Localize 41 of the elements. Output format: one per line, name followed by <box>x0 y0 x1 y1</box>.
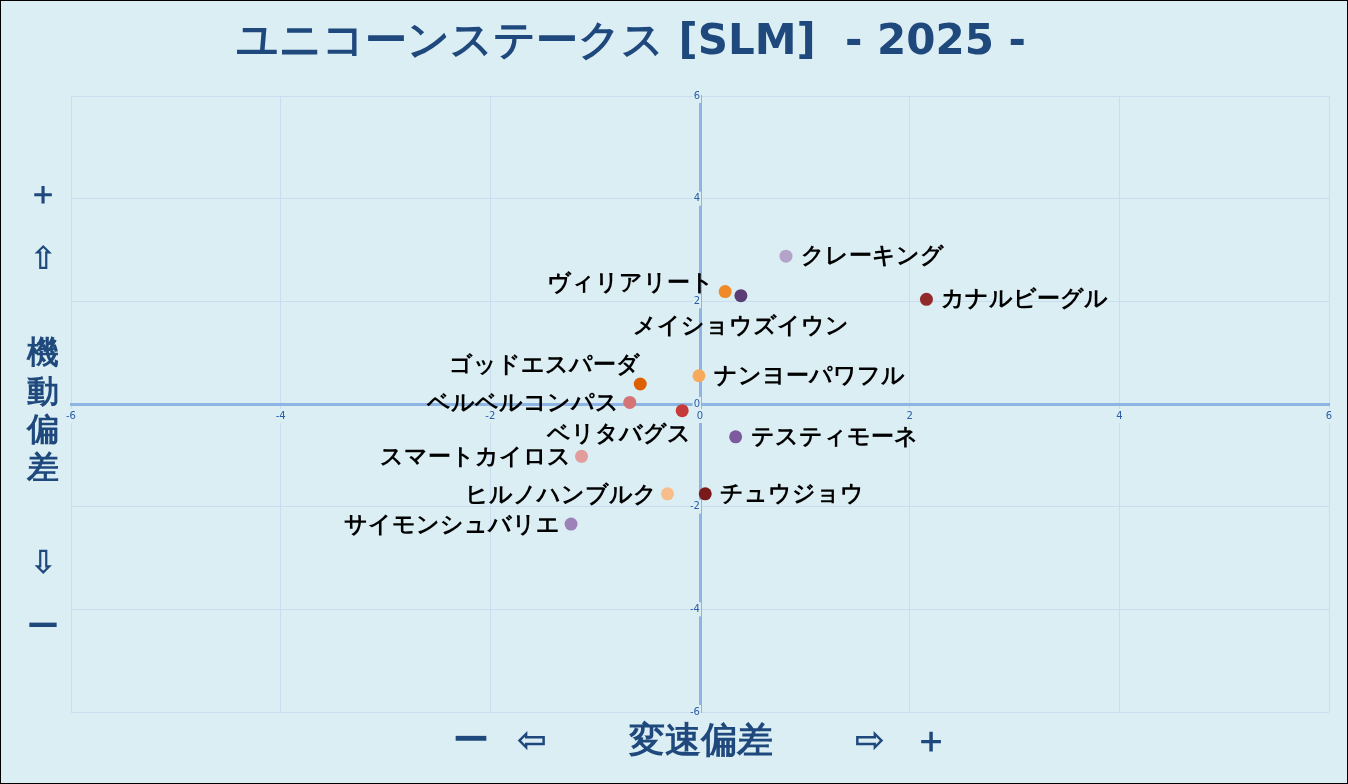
point <box>698 487 712 501</box>
point <box>564 517 578 531</box>
series-label: スマートカイロス <box>379 443 571 470</box>
text: ー ⇦ 変速偏差 ⇨ ＋ <box>452 719 950 760</box>
y-tick-label: 0 <box>693 397 700 409</box>
text: ＋ ⇧ 機動偏差 ⇩ ー <box>27 174 59 646</box>
y-tick-label: -4 <box>690 602 700 614</box>
y-tick-label: 2 <box>693 294 700 306</box>
x-tick-label: 2 <box>906 409 913 421</box>
y-tick-label: 6 <box>693 89 700 101</box>
series-label: サイモンシュバリエ <box>344 511 561 538</box>
x-tick-label: 4 <box>1116 409 1123 421</box>
point <box>734 289 748 303</box>
series-label: テスティモーネ <box>750 422 918 449</box>
series-label: メイショウズイウン <box>632 311 849 338</box>
series-label: ベリタバグス <box>546 419 692 446</box>
y-tick-label: 4 <box>693 192 700 204</box>
x-tick-label: -4 <box>275 409 286 421</box>
chart-title: ユニコーンステークス [SLM] - 2025 - <box>234 15 1028 66</box>
x-tick-label: -2 <box>485 409 496 421</box>
point <box>661 487 674 501</box>
point <box>675 404 689 418</box>
series-label: ゴッドエスパーダ <box>449 350 642 377</box>
series-label: カナルビーグル <box>941 285 1109 312</box>
series-label: チュウジョウ <box>720 479 865 506</box>
point <box>633 377 647 391</box>
point <box>729 430 743 444</box>
series-label: ヒルノハンブルク <box>464 480 657 507</box>
point <box>692 369 706 383</box>
point <box>779 249 793 263</box>
y-tick-label: -2 <box>690 500 700 512</box>
x-tick-label: 6 <box>1325 409 1333 421</box>
y-tick-label: -6 <box>690 705 700 717</box>
series-label: ヴィリアリート <box>547 268 715 295</box>
x-tick-label: -6 <box>66 409 76 421</box>
point <box>623 395 637 409</box>
series-label: クレーキング <box>800 242 945 269</box>
point <box>718 285 732 299</box>
point <box>575 449 589 463</box>
point <box>919 292 933 306</box>
series-label: ナンヨーパワフル <box>713 361 905 388</box>
